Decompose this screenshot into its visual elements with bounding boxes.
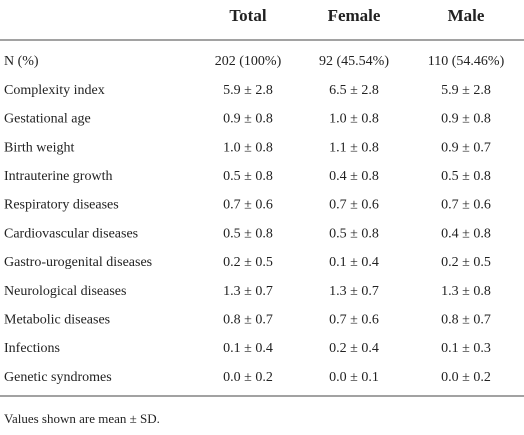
cell: 0.7 ± 0.6 (441, 198, 491, 213)
cell: 0.7 ± 0.6 (223, 198, 273, 213)
cell: 0.1 ± 0.4 (329, 255, 379, 270)
cell: 0.1 ± 0.4 (223, 341, 273, 356)
cell: 1.0 ± 0.8 (223, 140, 273, 155)
cell: 0.1 ± 0.3 (441, 341, 491, 356)
cell: 0.4 ± 0.8 (329, 169, 379, 184)
cell: 1.0 ± 0.8 (329, 112, 379, 127)
cell: 0.4 ± 0.8 (441, 226, 491, 241)
cell: 0.5 ± 0.8 (329, 226, 379, 241)
row-label: Cardiovascular diseases (4, 226, 138, 241)
cell: 0.0 ± 0.2 (223, 370, 273, 385)
cell: 0.2 ± 0.5 (441, 255, 491, 270)
cell: 0.8 ± 0.7 (441, 313, 491, 328)
cell: 0.9 ± 0.7 (441, 140, 491, 155)
row-label: Gastro-urogenital diseases (4, 255, 152, 270)
cell: 5.9 ± 2.8 (223, 83, 273, 98)
row-label: Metabolic diseases (4, 313, 110, 328)
cell: 0.9 ± 0.8 (223, 112, 273, 127)
row-label: Respiratory diseases (4, 198, 119, 213)
row-label: Intrauterine growth (4, 169, 112, 184)
row-label: Genetic syndromes (4, 370, 112, 385)
cell: 110 (54.46%) (428, 54, 505, 69)
cell: 0.7 ± 0.6 (329, 313, 379, 328)
cell: 0.5 ± 0.8 (223, 226, 273, 241)
cell: 0.0 ± 0.2 (441, 370, 491, 385)
cell: 92 (45.54%) (319, 54, 389, 69)
cell: 202 (100%) (215, 54, 282, 69)
row-label: Birth weight (4, 140, 74, 155)
cell: 0.7 ± 0.6 (329, 198, 379, 213)
cell: 0.2 ± 0.4 (329, 341, 379, 356)
cell: 0.9 ± 0.8 (441, 112, 491, 127)
cell: 6.5 ± 2.8 (329, 83, 379, 98)
cell: 1.3 ± 0.7 (329, 284, 379, 299)
column-header: Total (229, 6, 266, 25)
column-header: Male (448, 6, 485, 25)
cell: 1.3 ± 0.7 (223, 284, 273, 299)
column-header: Female (328, 6, 381, 25)
footnote: Values shown are mean ± SD. (4, 411, 160, 426)
cell: 0.5 ± 0.8 (441, 169, 491, 184)
cell: 0.8 ± 0.7 (223, 313, 273, 328)
cell: 0.0 ± 0.1 (329, 370, 379, 385)
row-label: N (%) (4, 54, 39, 69)
cell: 5.9 ± 2.8 (441, 83, 491, 98)
cell: 0.5 ± 0.8 (223, 169, 273, 184)
row-label: Complexity index (4, 83, 105, 98)
row-label: Infections (4, 341, 60, 356)
cell: 1.3 ± 0.8 (441, 284, 491, 299)
cell: 1.1 ± 0.8 (329, 140, 379, 155)
cell: 0.2 ± 0.5 (223, 255, 273, 270)
row-label: Neurological diseases (4, 284, 126, 299)
row-label: Gestational age (4, 112, 91, 127)
